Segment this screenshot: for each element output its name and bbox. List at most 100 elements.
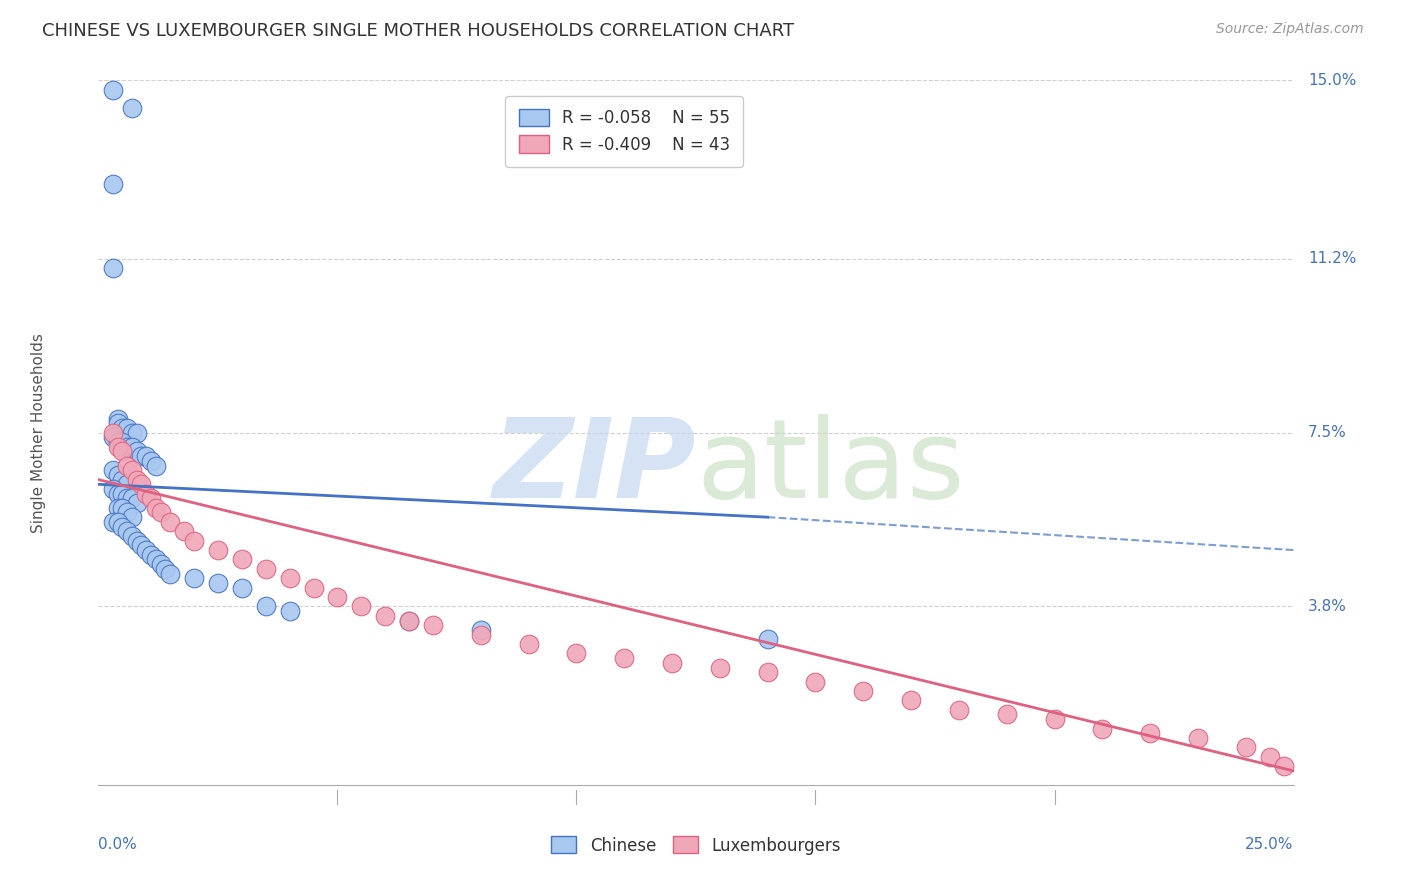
- Point: [111, 435, 134, 450]
- Point: [1234, 740, 1257, 755]
- Point: [101, 482, 124, 496]
- Point: [115, 524, 138, 539]
- Point: [101, 261, 124, 276]
- Point: [756, 632, 779, 647]
- Point: [231, 552, 253, 566]
- Point: [155, 562, 177, 576]
- Point: [613, 651, 636, 665]
- Point: [131, 538, 153, 552]
- Point: [121, 440, 143, 454]
- Point: [111, 500, 134, 515]
- Point: [107, 435, 129, 450]
- Point: [107, 500, 129, 515]
- Point: [115, 421, 138, 435]
- Point: [121, 510, 143, 524]
- Point: [756, 665, 779, 680]
- Point: [422, 618, 444, 632]
- Point: [948, 703, 970, 717]
- Point: [278, 571, 301, 585]
- Point: [115, 458, 138, 473]
- Point: [125, 496, 148, 510]
- Point: [121, 491, 143, 506]
- Point: [1139, 726, 1161, 740]
- Point: [101, 177, 124, 191]
- Point: [135, 486, 157, 500]
- Point: [326, 590, 349, 604]
- Point: [107, 515, 129, 529]
- Point: [398, 614, 420, 628]
- Point: [302, 581, 325, 595]
- Point: [107, 467, 129, 482]
- Point: [254, 599, 277, 614]
- Legend: Chinese, Luxembourgers: Chinese, Luxembourgers: [544, 830, 848, 861]
- Point: [101, 425, 124, 440]
- Point: [207, 576, 229, 591]
- Point: [852, 684, 875, 698]
- Point: [107, 416, 129, 430]
- Point: [1091, 722, 1114, 736]
- Text: 7.5%: 7.5%: [1308, 425, 1347, 440]
- Point: [804, 674, 827, 689]
- Point: [1272, 759, 1295, 773]
- Point: [900, 693, 922, 707]
- Point: [139, 548, 162, 562]
- Point: [517, 637, 540, 651]
- Point: [135, 449, 157, 463]
- Point: [374, 608, 396, 623]
- Point: [1043, 712, 1066, 726]
- Point: [121, 425, 143, 440]
- Point: [709, 660, 731, 674]
- Point: [115, 506, 138, 520]
- Point: [207, 543, 229, 558]
- Point: [111, 519, 134, 533]
- Point: [135, 543, 157, 558]
- Point: [121, 102, 143, 116]
- Point: [101, 83, 124, 97]
- Point: [125, 473, 148, 487]
- Point: [398, 614, 420, 628]
- Point: [107, 411, 129, 425]
- Point: [231, 581, 253, 595]
- Point: [1187, 731, 1209, 745]
- Text: atlas: atlas: [696, 415, 965, 521]
- Point: [139, 491, 162, 506]
- Text: 11.2%: 11.2%: [1308, 252, 1357, 267]
- Point: [145, 500, 167, 515]
- Point: [125, 425, 148, 440]
- Point: [131, 477, 153, 491]
- Point: [107, 440, 129, 454]
- Point: [661, 656, 683, 670]
- Point: [125, 444, 148, 458]
- Point: [145, 552, 167, 566]
- Text: 3.8%: 3.8%: [1308, 599, 1347, 614]
- Point: [101, 515, 124, 529]
- Point: [121, 463, 143, 477]
- Point: [115, 477, 138, 491]
- Text: ZIP: ZIP: [492, 415, 696, 521]
- Point: [470, 623, 492, 637]
- Point: [159, 566, 181, 581]
- Text: Single Mother Households: Single Mother Households: [31, 333, 46, 533]
- Point: [115, 491, 138, 506]
- Point: [254, 562, 277, 576]
- Point: [139, 454, 162, 468]
- Point: [125, 533, 148, 548]
- Point: [145, 458, 167, 473]
- Point: [183, 571, 205, 585]
- Point: [149, 506, 172, 520]
- Point: [278, 604, 301, 618]
- Point: [121, 529, 143, 543]
- Point: [149, 557, 172, 571]
- Point: [111, 444, 134, 458]
- Point: [1258, 749, 1281, 764]
- Point: [111, 421, 134, 435]
- Point: [183, 533, 205, 548]
- Point: [101, 463, 124, 477]
- Point: [115, 440, 138, 454]
- Point: [173, 524, 195, 539]
- Text: Source: ZipAtlas.com: Source: ZipAtlas.com: [1216, 22, 1364, 37]
- Point: [995, 707, 1018, 722]
- Point: [101, 430, 124, 444]
- Point: [565, 647, 588, 661]
- Point: [111, 486, 134, 500]
